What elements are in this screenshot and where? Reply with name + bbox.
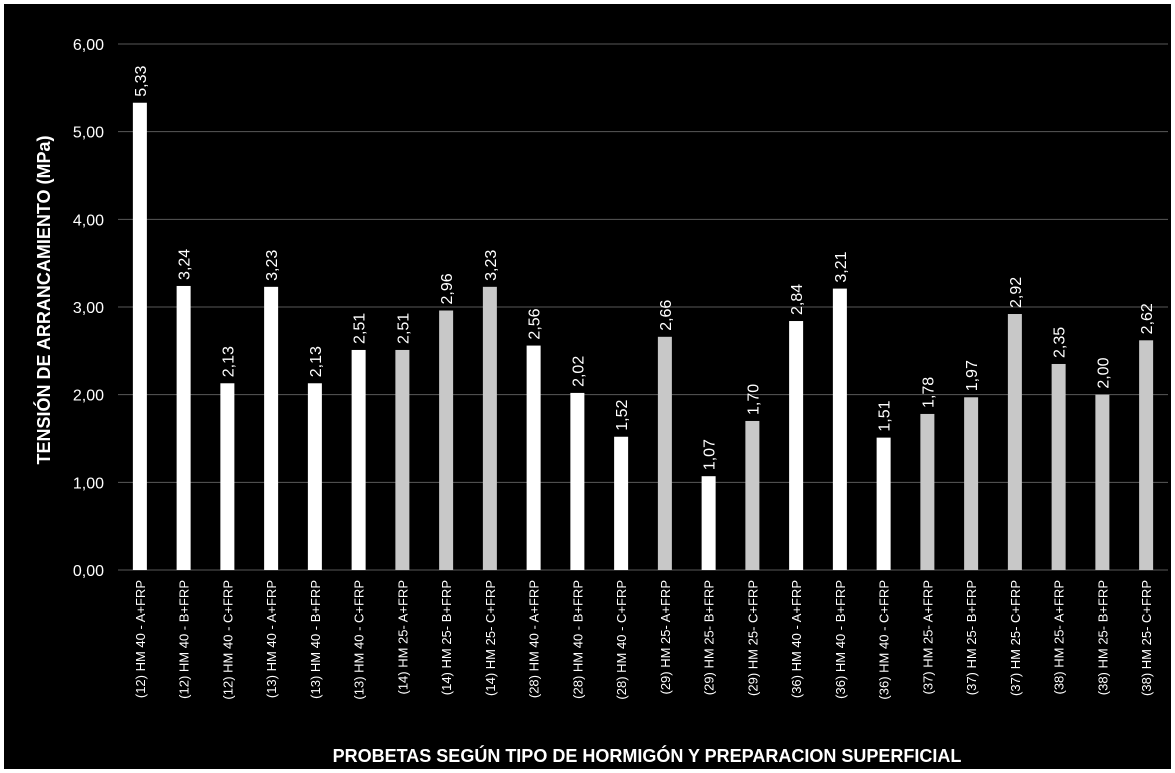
bar [307,383,322,570]
category-label: (29) HM 25- C+FRP [745,580,760,696]
bar [789,321,804,570]
bar [614,436,629,570]
category-label: (37) HM 25- B+FRP [964,580,979,695]
category-label: (29) HM 25- B+FRP [702,580,717,695]
data-label: 2,00 [1095,357,1112,388]
data-label: 1,52 [614,400,631,431]
category-label: (28) HM 40 - C+FRP [614,580,629,700]
y-tick-label: 6,00 [73,37,104,54]
bar [1139,340,1154,570]
data-label: 1,51 [877,400,894,431]
category-label: (14) HM 25- B+FRP [439,580,454,695]
category-label: (13) HM 40 - B+FRP [308,580,323,699]
data-label: 2,51 [352,313,369,344]
bar [132,102,147,570]
category-label: (28) HM 40 - B+FRP [570,580,585,699]
category-label: (29) HM 25- A+FRP [658,580,673,695]
bar [439,310,454,570]
data-label: 2,84 [789,284,806,315]
category-label: (37) HM 25- A+FRP [920,580,935,695]
bar [570,392,585,570]
bar [482,286,497,570]
bar [1051,363,1066,570]
data-label: 2,13 [308,346,325,377]
bar [264,286,279,570]
category-label: (13) HM 40 - A+FRP [264,580,279,698]
gridlines [118,43,1168,571]
bar [745,420,760,570]
y-tick-labels: 0,00 1,00 2,00 3,00 4,00 5,00 6,00 [73,37,104,580]
category-label: (38) HM 25- B+FRP [1095,580,1110,695]
data-label: 2,02 [570,356,587,387]
data-label: 1,70 [745,384,762,415]
bar [964,397,979,570]
category-label: (28) HM 40 - A+FRP [527,580,542,698]
bar [526,345,541,570]
category-label: (14) HM 25- C+FRP [483,580,498,696]
category-labels: (12) HM 40 - A+FRP (12) HM 40 - B+FRP (12)… [133,580,1154,700]
data-label: 1,07 [702,439,719,470]
data-label: 3,23 [264,250,281,281]
category-label: (13) HM 40 - C+FRP [352,580,367,700]
y-axis-title: TENSIÓN DE ARRANCAMIENTO (MPa) [33,135,54,464]
data-label: 2,56 [527,308,544,339]
bar [351,349,366,570]
y-tick-label: 3,00 [73,300,104,317]
bar [876,437,891,570]
data-label: 1,78 [920,377,937,408]
category-label: (12) HM 40 - A+FRP [133,580,148,698]
bar [832,288,847,570]
category-label: (36) HM 40 - A+FRP [789,580,804,698]
category-label: (12) HM 40 - B+FRP [177,580,192,699]
data-label: 2,51 [395,313,412,344]
bar [701,476,716,570]
y-tick-label: 0,00 [73,563,104,580]
y-tick-label: 2,00 [73,388,104,405]
data-label: 2,62 [1139,303,1156,334]
category-label: (37) HM 25- C+FRP [1008,580,1023,696]
data-label: 2,35 [1052,327,1069,358]
bar [1095,394,1110,570]
bar [395,349,410,570]
category-label: (12) HM 40 - C+FRP [220,580,235,700]
data-labels: 5,33 3,24 2,13 3,23 2,13 2,51 2,51 2,96 3,23 2,56… [133,65,1156,470]
x-axis-title: PROBETAS SEGÚN TIPO DE HORMIGÓN Y PREPAR… [333,745,962,766]
data-label: 5,33 [133,65,150,96]
data-label: 2,66 [658,300,675,331]
bar [657,336,672,570]
bar [176,285,191,570]
data-label: 2,13 [220,346,237,377]
category-label: (38) HM 25- C+FRP [1139,580,1154,696]
y-tick-label: 1,00 [73,475,104,492]
category-label: (14) HM 25- A+FRP [395,580,410,695]
y-tick-label: 5,00 [73,125,104,142]
bar [220,383,235,570]
data-label: 2,92 [1008,277,1025,308]
category-label: (36) HM 40 - C+FRP [877,580,892,700]
bar [1007,314,1022,570]
data-label: 3,23 [483,250,500,281]
data-label: 3,21 [833,251,850,282]
y-tick-label: 4,00 [73,212,104,229]
category-label: (38) HM 25- A+FRP [1052,580,1067,695]
bar [920,413,935,570]
data-label: 3,24 [177,249,194,280]
data-label: 2,96 [439,273,456,304]
data-label: 1,97 [964,360,981,391]
category-label: (36) HM 40 - B+FRP [833,580,848,699]
bars [132,102,1154,570]
